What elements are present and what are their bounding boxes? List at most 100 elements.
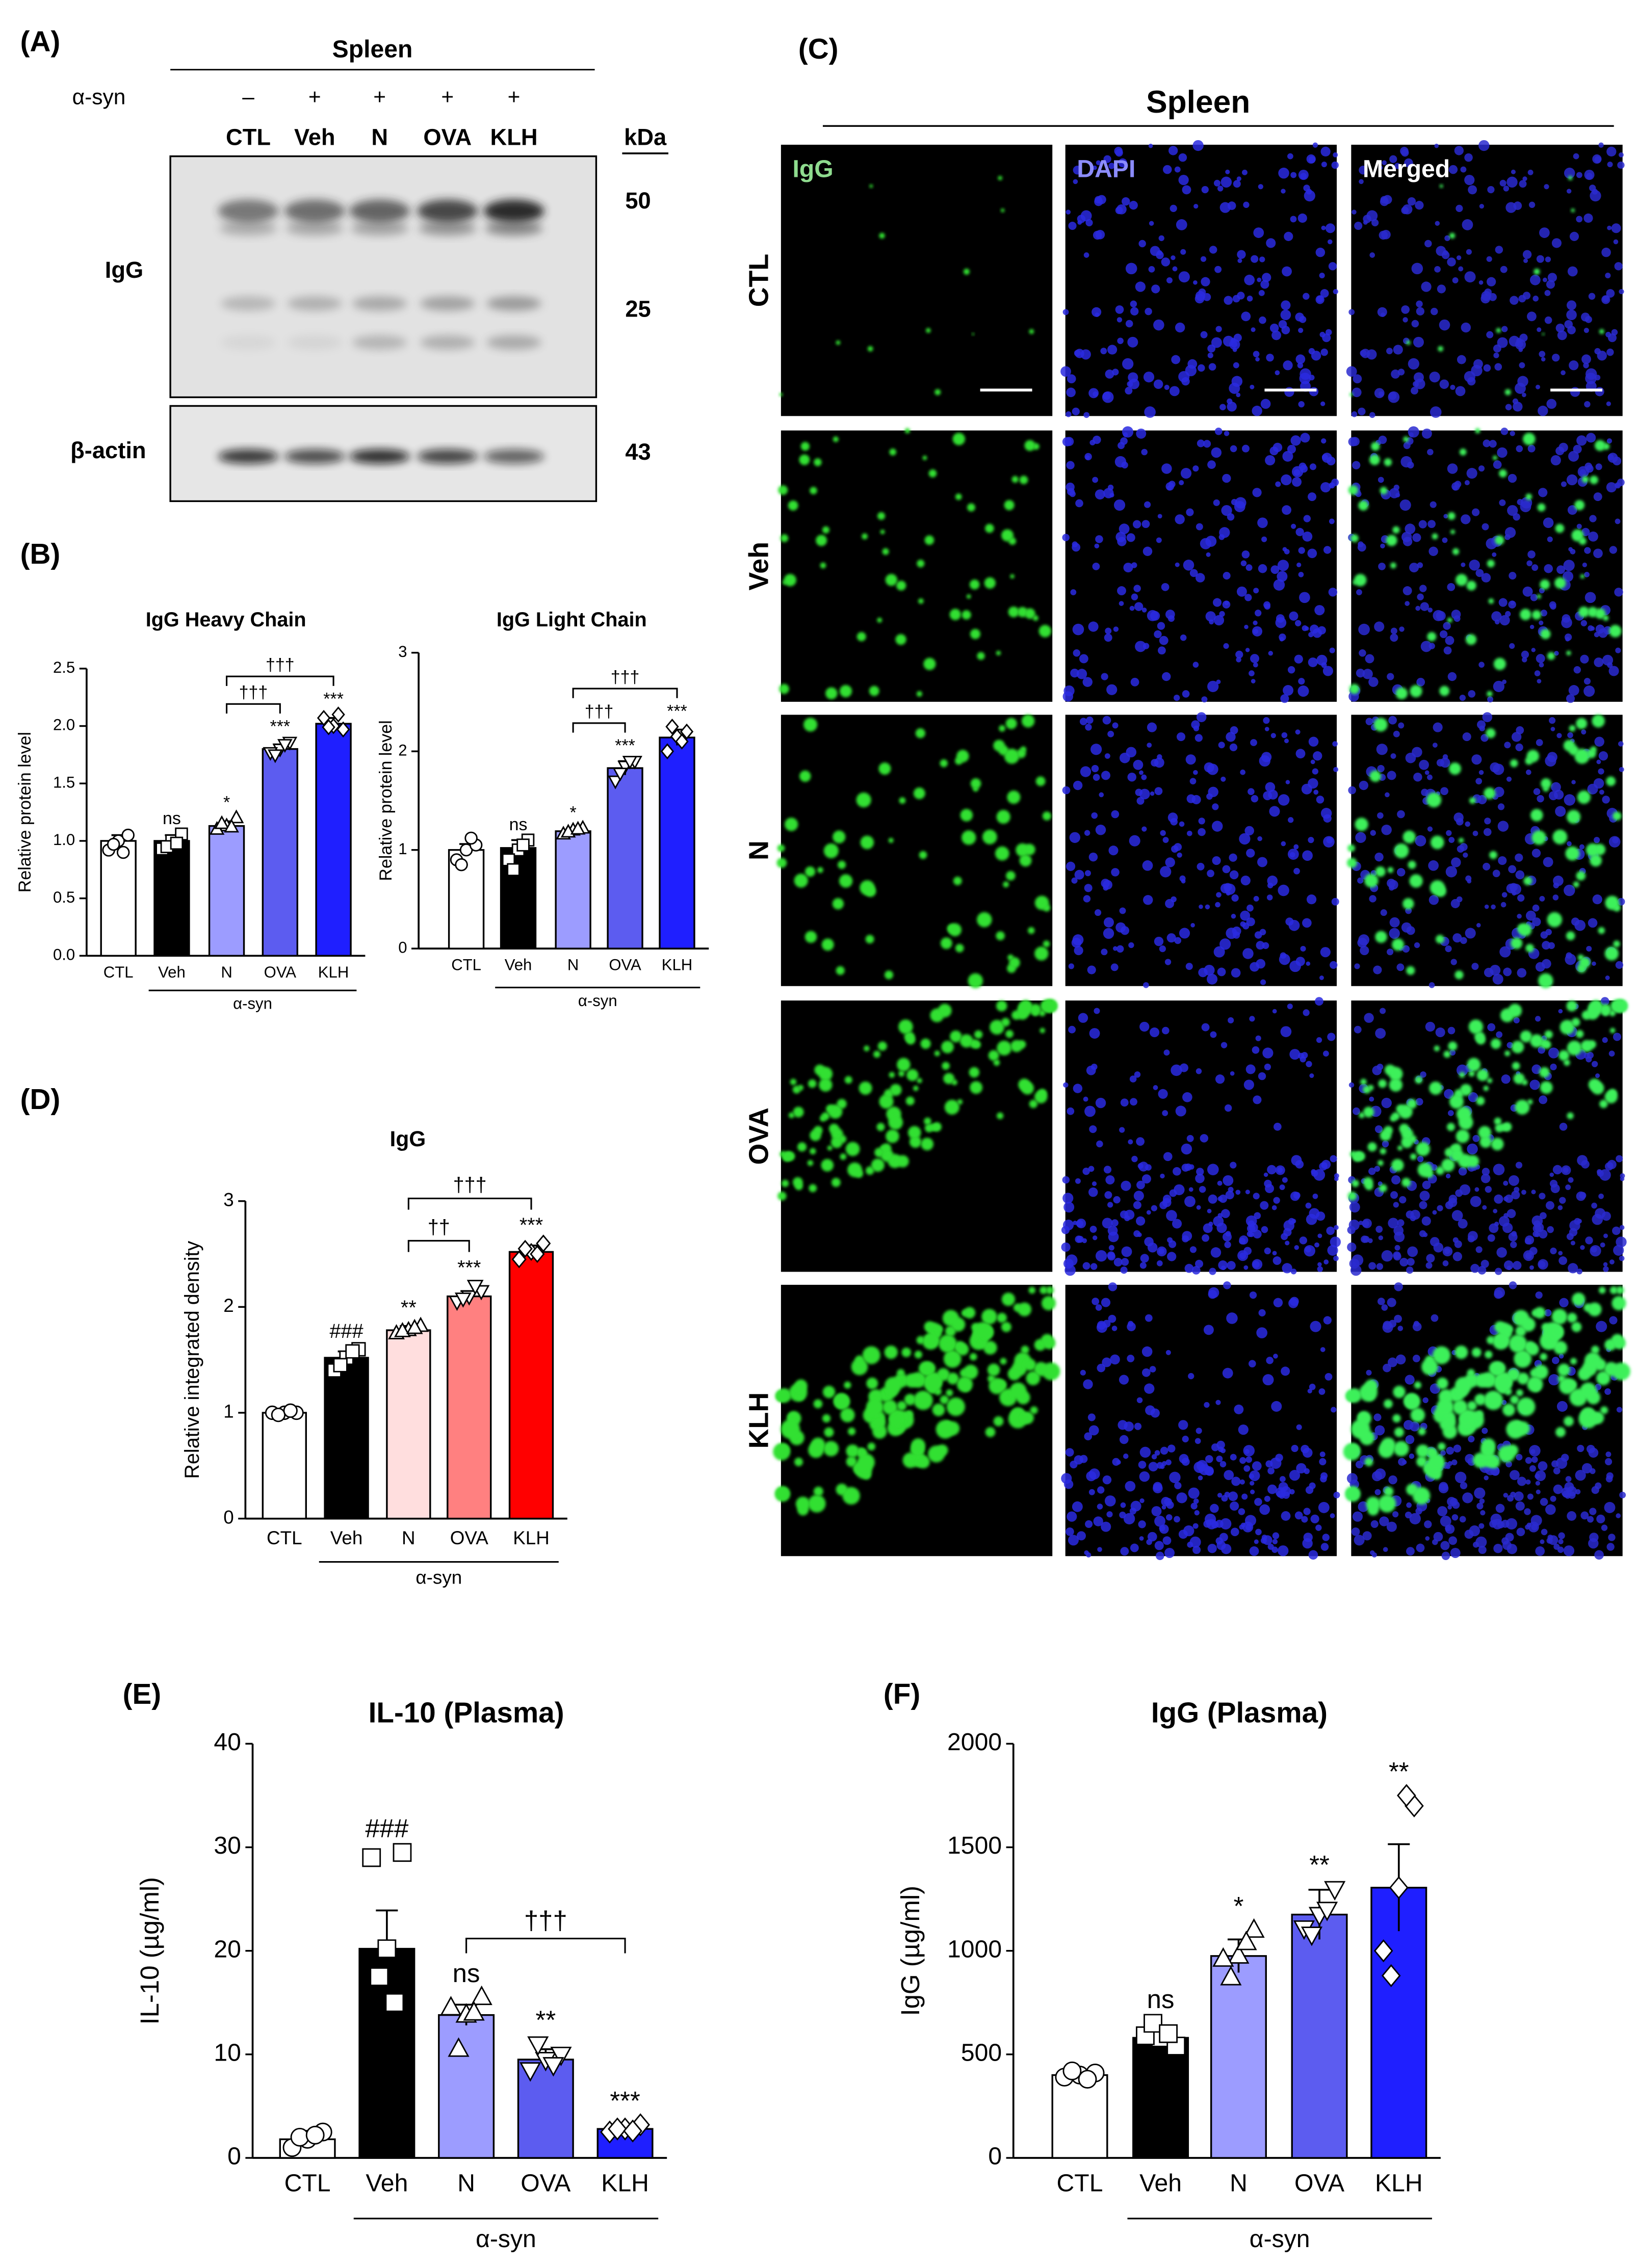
igg-signal [1540, 1081, 1553, 1094]
nucleus [1084, 884, 1093, 892]
nucleus [1525, 1457, 1532, 1464]
nucleus [1493, 344, 1501, 353]
igg-signal [905, 1096, 915, 1105]
igg-signal [996, 1112, 1004, 1119]
nucleus [1193, 770, 1198, 775]
nucleus [1433, 1532, 1443, 1542]
nucleus [1509, 1175, 1519, 1186]
nucleus [1604, 1458, 1613, 1466]
nucleus [1075, 499, 1083, 508]
nucleus [1201, 186, 1209, 194]
igg-signal [1492, 455, 1497, 460]
x-tick-label: N [567, 956, 579, 974]
igg-signal [969, 579, 980, 590]
nucleus [1374, 1125, 1383, 1133]
nucleus [1281, 1511, 1291, 1521]
nucleus [1595, 375, 1601, 381]
nucleus [1439, 319, 1450, 331]
nucleus [1292, 477, 1302, 487]
nucleus [1510, 431, 1515, 436]
nucleus [1258, 290, 1265, 296]
igg-signal [1550, 1325, 1564, 1339]
micrograph [1065, 430, 1337, 702]
nucleus [1259, 929, 1266, 936]
nucleus [1443, 250, 1448, 256]
nucleus [1463, 852, 1468, 858]
panel-label: (D) [20, 1084, 61, 1116]
igg-signal [1491, 1138, 1504, 1151]
nucleus [1589, 1508, 1597, 1515]
nucleus [1125, 387, 1133, 395]
nucleus [1255, 1035, 1261, 1041]
nucleus [1207, 1208, 1212, 1214]
nucleus [1387, 673, 1394, 680]
igg-signal [1454, 1346, 1468, 1359]
nucleus [1271, 1205, 1277, 1210]
nucleus [1228, 1491, 1238, 1501]
nucleus [1434, 266, 1441, 273]
nucleus [1308, 837, 1314, 843]
nucleus [1323, 1259, 1329, 1264]
nucleus [1260, 280, 1269, 289]
y-tick-label: 2 [398, 741, 407, 759]
nucleus [1170, 818, 1178, 826]
igg-signal [957, 1099, 963, 1105]
nucleus [1580, 620, 1588, 626]
igg-signal [1436, 935, 1445, 944]
data-point [517, 1240, 533, 1258]
nucleus [1213, 615, 1225, 626]
igg-signal [818, 1067, 833, 1081]
igg-signal [972, 333, 975, 335]
igg-signal [1446, 1123, 1456, 1131]
igg-signal [792, 1086, 801, 1094]
igg-signal [1346, 858, 1357, 868]
nucleus [1391, 1175, 1401, 1185]
nucleus [1312, 1193, 1318, 1199]
nucleus [1149, 1366, 1156, 1373]
nucleus [1333, 152, 1338, 157]
igg-signal [884, 1346, 898, 1359]
nucleus [1370, 830, 1376, 836]
nucleus [1154, 630, 1162, 639]
igg-signal [846, 1456, 857, 1467]
nucleus [1390, 753, 1396, 759]
igg-signal [1475, 428, 1480, 434]
nucleus [1230, 1454, 1237, 1461]
igg-signal [1010, 574, 1015, 579]
nucleus [1184, 1196, 1196, 1207]
nucleus [1156, 1551, 1164, 1560]
nucleus [1517, 894, 1525, 902]
nucleus [1446, 1446, 1454, 1455]
igg-signal [1591, 1413, 1600, 1423]
nucleus [1092, 1235, 1098, 1241]
nucleus [1387, 1357, 1397, 1367]
nucleus [1315, 295, 1324, 304]
bar [324, 1357, 369, 1520]
nucleus [1478, 1523, 1485, 1529]
igg-signal [1512, 1062, 1520, 1070]
igg-signal [1487, 560, 1495, 568]
nucleus [1358, 934, 1370, 945]
nucleus [1172, 1219, 1182, 1229]
nucleus [1179, 1454, 1189, 1464]
nucleus [1603, 1266, 1609, 1272]
data-point [1389, 1876, 1409, 1900]
nucleus [1250, 384, 1255, 389]
nucleus [1294, 1245, 1299, 1250]
igg-signal [1468, 1019, 1484, 1034]
igg-signal [1560, 1020, 1575, 1035]
nucleus [1602, 654, 1614, 666]
nucleus [1253, 351, 1260, 358]
igg-signal [1531, 610, 1542, 620]
igg-signal [1612, 1296, 1626, 1311]
nucleus [1063, 1219, 1074, 1231]
nucleus [1169, 386, 1180, 397]
nucleus [1159, 1201, 1167, 1209]
nucleus [1196, 523, 1203, 531]
igg-signal [920, 1038, 931, 1049]
nucleus [1221, 505, 1232, 516]
nucleus [1320, 808, 1332, 819]
nucleus [1299, 592, 1310, 603]
nucleus [1528, 201, 1536, 208]
nucleus [1209, 246, 1217, 254]
